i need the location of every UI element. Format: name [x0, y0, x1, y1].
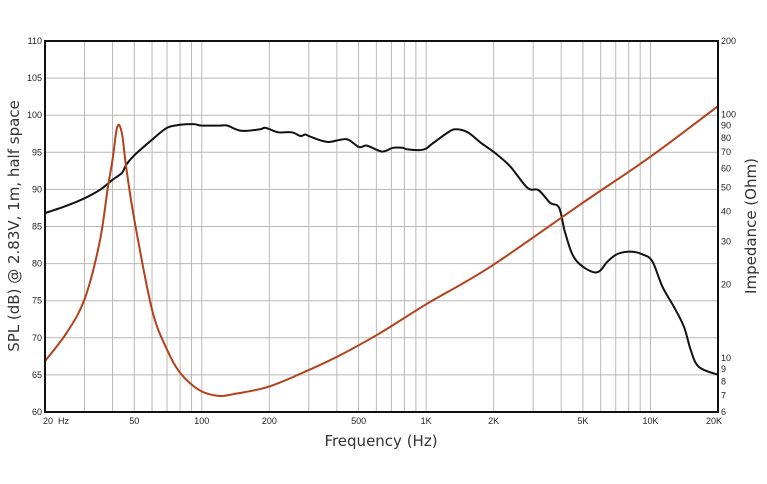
- spl-curve: [44, 123, 719, 376]
- y-tick-label: 75: [32, 296, 42, 306]
- x-tick-label: 1K: [421, 416, 432, 426]
- y2-tick-label: 8: [721, 377, 726, 387]
- impedance-curve: [44, 105, 719, 397]
- y2-tick-label: 7: [721, 391, 726, 401]
- y2-tick-label: 80: [721, 133, 731, 143]
- y2-tick-label: 30: [721, 237, 731, 247]
- tick-labels: 60 65 70 75 80 85 90 95 100 105 110 6 7 8 910 20 30 40 50 6…: [27, 36, 736, 426]
- x-axis-title: Frequency (Hz): [324, 432, 437, 450]
- y2-tick-label: 40: [721, 206, 731, 216]
- y2-tick-label: 20: [721, 280, 731, 290]
- x-tick-label: 500: [351, 416, 366, 426]
- y-tick-label: 70: [32, 333, 42, 343]
- y-tick-label: 100: [27, 110, 42, 120]
- y-tick-label: 80: [32, 259, 42, 269]
- y-tick-label: 85: [32, 222, 42, 232]
- y2-tick-label: 50: [721, 183, 731, 193]
- y2-tick-label: 6: [721, 407, 726, 417]
- x-tick-label: 5K: [577, 416, 588, 426]
- y-tick-label: 110: [28, 36, 42, 46]
- x-tick-label: 10K: [642, 416, 658, 426]
- y2-tick-label: 10: [721, 353, 731, 363]
- y-tick-label: 60: [32, 407, 42, 417]
- y2-axis-title: Impedance (Ohm): [742, 158, 760, 294]
- x-tick-label: 200: [262, 416, 277, 426]
- y-axis-title: SPL (dB) @ 2.83V, 1m, half space: [5, 100, 23, 352]
- y2-tick-label: 60: [721, 163, 731, 173]
- y2-tick-label: 70: [721, 147, 731, 157]
- y2-tick-label: 200: [721, 36, 736, 46]
- x-tick-label: 20 Hz: [43, 416, 70, 426]
- series-group: [44, 105, 719, 397]
- y-tick-label: 90: [32, 184, 42, 194]
- x-tick-label: 100: [194, 416, 209, 426]
- x-tick-label: 20K: [706, 416, 722, 426]
- y-tick-label: 95: [32, 147, 42, 157]
- x-tick-label: 50: [129, 416, 139, 426]
- y-tick-label: 65: [32, 370, 42, 380]
- y2-tick-label: 100: [721, 109, 736, 119]
- grid: [45, 40, 718, 413]
- y2-tick-label: 90: [721, 120, 731, 130]
- x-tick-label: 2K: [488, 416, 499, 426]
- y2-tick-label: 9: [721, 364, 726, 374]
- y-tick-label: 105: [27, 73, 42, 83]
- plot-frame: [44, 40, 719, 413]
